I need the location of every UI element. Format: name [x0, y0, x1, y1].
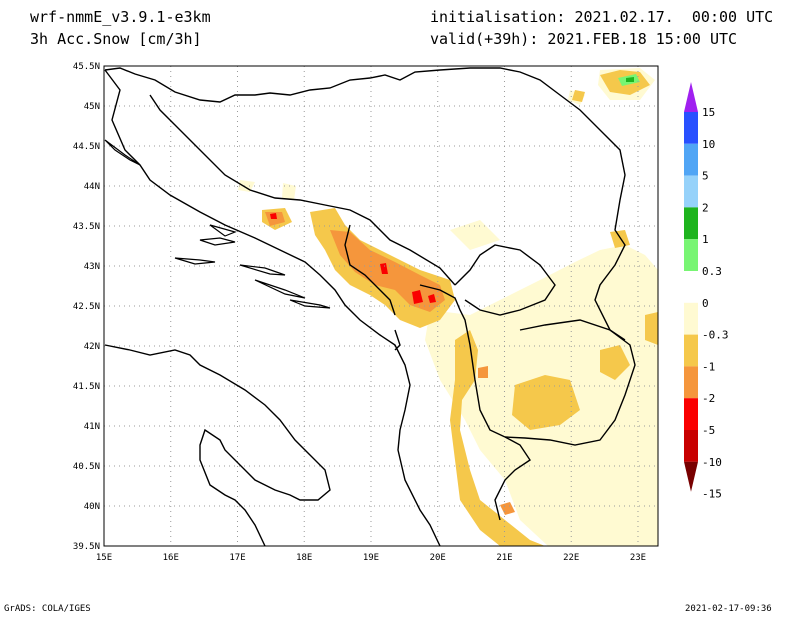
lat-tick-label: 43.5N	[73, 222, 100, 232]
colorbar-label: 0	[702, 297, 709, 310]
colorbar-segment	[684, 207, 698, 240]
colorbar-segment	[684, 366, 698, 399]
snow-field	[238, 68, 658, 546]
lon-tick-label: 17E	[229, 553, 245, 563]
lat-tick-label: 40.5N	[73, 462, 100, 472]
colorbar-label: 5	[702, 170, 709, 183]
colorbar-label: -1	[702, 360, 715, 373]
initialisation-time: initialisation: 2021.02.17. 00:00 UTC	[430, 8, 774, 26]
lon-tick-label: 22E	[563, 553, 579, 563]
colorbar-bottom-arrow	[684, 461, 698, 492]
field-name: 3h Acc.Snow [cm/3h]	[30, 30, 202, 48]
colorbar-segment	[684, 271, 698, 303]
lat-tick-label: 42.5N	[73, 302, 100, 312]
colorbar-segment	[684, 334, 698, 367]
lon-tick-label: 15E	[96, 553, 112, 563]
lat-tick-label: 40N	[84, 502, 100, 512]
lon-tick-label: 23E	[630, 553, 646, 563]
colorbar: 15 10 5 2 1 0.3 0 -0.3 -1 -2 -5 -10 -15	[684, 82, 729, 501]
lon-tick-label: 19E	[363, 553, 379, 563]
colorbar-label: -15	[702, 488, 722, 501]
map-frame	[103, 65, 659, 547]
snow-extreme-areas	[270, 213, 436, 304]
colorbar-label: 10	[702, 138, 715, 151]
lat-tick-label: 44.5N	[73, 142, 100, 152]
lon-tick-label: 21E	[496, 553, 512, 563]
coastlines-borders	[104, 67, 636, 546]
lat-tick-label: 39.5N	[73, 542, 100, 552]
colorbar-segment	[684, 239, 698, 271]
colorbar-label: -5	[702, 424, 715, 437]
longitude-tick-labels: 15E 16E 17E 18E 19E 20E 21E 22E 23E	[96, 553, 646, 563]
colorbar-top-arrow	[684, 82, 698, 112]
valid-time: valid(+39h): 2021.FEB.18 15:00 UTC	[430, 30, 738, 48]
colorbar-segment	[684, 175, 698, 208]
lat-tick-label: 43N	[84, 262, 100, 272]
lon-tick-label: 18E	[296, 553, 312, 563]
model-name: wrf-nmmE_v3.9.1-e3km	[30, 8, 211, 26]
lat-tick-label: 42N	[84, 342, 100, 352]
colorbar-label: -10	[702, 456, 722, 469]
colorbar-segment	[684, 112, 698, 144]
lat-tick-label: 41N	[84, 422, 100, 432]
islands	[104, 139, 331, 309]
snow-positive-moderate	[626, 77, 634, 82]
lat-tick-label: 41.5N	[73, 382, 100, 392]
lat-tick-label: 45N	[84, 102, 100, 112]
colorbar-segment	[684, 143, 698, 176]
colorbar-label: 2	[702, 201, 709, 214]
footer-timestamp: 2021-02-17-09:36	[685, 604, 772, 614]
colorbar-segment	[684, 398, 698, 430]
lon-tick-label: 16E	[163, 553, 179, 563]
footer-credit: GrADS: COLA/IGES	[4, 604, 91, 614]
lat-tick-label: 45.5N	[73, 62, 100, 72]
colorbar-label: 1	[702, 233, 709, 246]
colorbar-label: 0.3	[702, 265, 722, 278]
lon-tick-label: 20E	[430, 553, 446, 563]
colorbar-label: 15	[702, 106, 715, 119]
latitude-tick-labels: 39.5N 40N 40.5N 41N 41.5N 42N 42.5N 43N 43.5N 44N…	[73, 62, 100, 552]
colorbar-label: -0.3	[702, 329, 729, 342]
lat-tick-label: 44N	[84, 182, 100, 192]
colorbar-segment	[684, 302, 698, 335]
colorbar-segment	[684, 430, 698, 462]
colorbar-label: -2	[702, 392, 715, 405]
